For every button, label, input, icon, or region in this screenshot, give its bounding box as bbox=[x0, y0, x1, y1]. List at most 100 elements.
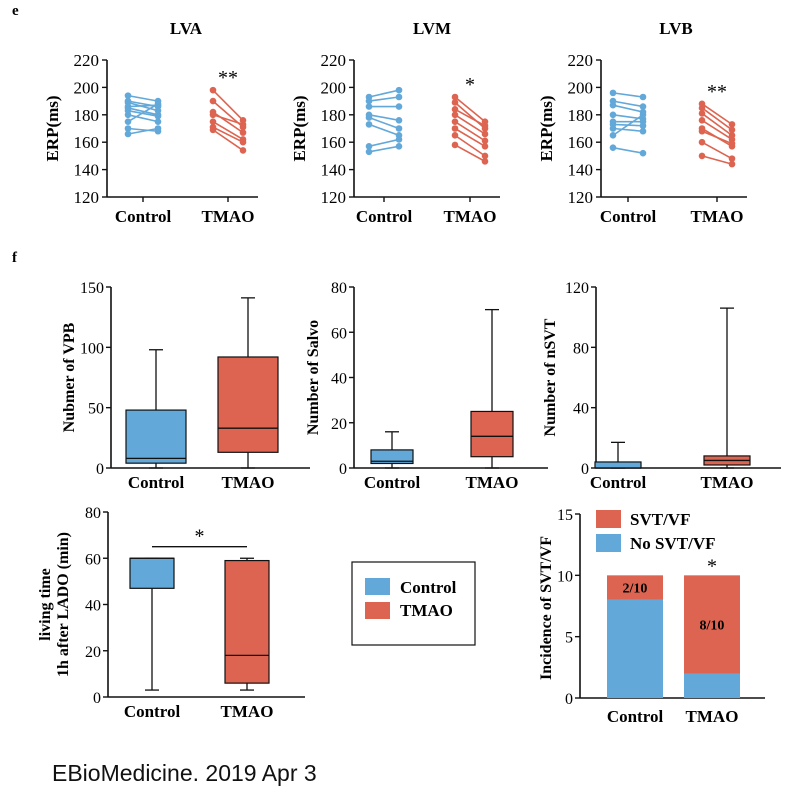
data-point bbox=[698, 104, 706, 112]
pair-line bbox=[454, 134, 486, 157]
y-tick-label: 60 bbox=[331, 325, 347, 342]
y-tick-label: 15 bbox=[557, 507, 573, 524]
data-point bbox=[154, 125, 162, 132]
y-tick-label: 20 bbox=[85, 644, 101, 661]
bar-annotation: 2/10 bbox=[623, 582, 648, 597]
data-point bbox=[728, 126, 736, 134]
data-point bbox=[481, 143, 489, 150]
data-point bbox=[209, 126, 217, 134]
y-tick-label: 200 bbox=[74, 78, 100, 97]
data-point bbox=[154, 112, 162, 120]
y-axis-label: ERP(ms) bbox=[43, 95, 62, 161]
stacked-bar-segment bbox=[607, 575, 663, 600]
data-point bbox=[395, 125, 403, 132]
x-tick-label: Control bbox=[607, 707, 664, 726]
data-point bbox=[451, 132, 459, 139]
y-tick-label: 180 bbox=[321, 106, 347, 125]
x-tick-label: Control bbox=[364, 473, 421, 492]
data-point bbox=[698, 110, 706, 117]
data-point bbox=[239, 147, 247, 154]
box bbox=[129, 557, 175, 589]
data-point bbox=[395, 103, 403, 110]
chart-nsvt: 0 40 80 120 Number of nSVT Control TMAO bbox=[542, 280, 781, 492]
data-point bbox=[451, 99, 459, 106]
y-tick-label: 200 bbox=[321, 78, 347, 97]
y-tick-label: 160 bbox=[568, 133, 594, 152]
y-tick-label: 140 bbox=[568, 161, 594, 180]
x-tick-label: TMAO bbox=[691, 207, 744, 226]
data-point bbox=[639, 111, 647, 119]
data-point bbox=[728, 140, 736, 147]
chart-lvm: LVM 220 200 180 160 140 120 ERP(ms) Control TMAO * bbox=[290, 19, 500, 226]
data-point bbox=[209, 86, 217, 94]
pair-line bbox=[701, 141, 733, 160]
data-point bbox=[365, 143, 373, 150]
y-tick-label: 180 bbox=[74, 106, 100, 125]
legend-label: SVT/VF bbox=[630, 510, 690, 529]
pair-line bbox=[212, 120, 244, 141]
data-point bbox=[209, 97, 217, 105]
pair-line bbox=[127, 114, 159, 123]
pair-line bbox=[212, 126, 244, 143]
data-point bbox=[239, 121, 247, 128]
y-tick-label: 40 bbox=[573, 401, 589, 418]
legend-swatch-control bbox=[365, 578, 390, 595]
y-tick-label: 150 bbox=[80, 280, 104, 297]
y-tick-label: 50 bbox=[88, 401, 104, 418]
y-tick-label: 220 bbox=[568, 51, 594, 70]
data-point bbox=[609, 125, 617, 132]
pair-line bbox=[368, 96, 400, 102]
x-tick-label: TMAO bbox=[444, 207, 497, 226]
y-axis-label: ERP(ms) bbox=[537, 95, 556, 161]
stacked-bar-segment bbox=[684, 575, 740, 674]
box bbox=[594, 461, 642, 469]
legend-label-control: Control bbox=[400, 578, 457, 597]
y-axis-label: Incidence of SVT/VF bbox=[538, 536, 555, 680]
y-tick-label: 5 bbox=[565, 630, 573, 647]
pair-line bbox=[701, 107, 733, 131]
y-axis-label: 1h after LADO (min) bbox=[55, 532, 72, 677]
y-tick-label: 180 bbox=[568, 106, 594, 125]
chart-vpb: 0 50 100 150 Nubmer of VPB Control TMAO bbox=[61, 280, 310, 492]
box bbox=[370, 449, 414, 465]
pair-line bbox=[612, 114, 644, 137]
y-tick-label: 140 bbox=[74, 161, 100, 180]
significance-marker: ** bbox=[707, 81, 727, 103]
significance-marker: * bbox=[195, 526, 205, 548]
legend-swatch-tmao bbox=[365, 602, 390, 619]
x-tick-label: TMAO bbox=[466, 473, 519, 492]
x-tick-label: Control bbox=[115, 207, 172, 226]
data-point bbox=[395, 143, 403, 150]
bar-annotation: 8/10 bbox=[700, 618, 725, 633]
significance-marker: * bbox=[707, 555, 717, 577]
data-point bbox=[481, 130, 489, 138]
significance-marker: * bbox=[465, 74, 475, 96]
y-tick-label: 140 bbox=[321, 161, 347, 180]
y-tick-label: 120 bbox=[568, 188, 594, 207]
data-point bbox=[124, 130, 132, 138]
pair-line bbox=[127, 107, 159, 116]
chart-living-time: 0 20 40 60 80 living time 1h after LADO (min) C… bbox=[37, 505, 305, 721]
y-axis-label: Number of Salvo bbox=[305, 320, 322, 435]
pair-line bbox=[701, 119, 733, 141]
stacked-bar-segment bbox=[607, 599, 663, 698]
data-point bbox=[639, 103, 647, 110]
y-tick-label: 0 bbox=[339, 461, 347, 478]
data-point bbox=[481, 158, 489, 165]
data-point bbox=[609, 132, 617, 139]
data-point bbox=[124, 125, 132, 132]
y-axis-label: Number of nSVT bbox=[542, 318, 559, 436]
y-tick-label: 0 bbox=[93, 690, 101, 707]
pair-line bbox=[701, 112, 733, 136]
pair-line bbox=[127, 103, 159, 123]
data-point bbox=[609, 101, 617, 109]
y-tick-label: 40 bbox=[331, 371, 347, 388]
chart-title: LVM bbox=[413, 19, 451, 38]
data-point bbox=[698, 152, 706, 160]
chart-salvo: 0 20 40 60 80 Number of Salvo Control TMAO bbox=[305, 280, 548, 492]
y-tick-label: 100 bbox=[80, 340, 104, 357]
x-tick-label: TMAO bbox=[222, 473, 275, 492]
data-point bbox=[365, 97, 373, 105]
